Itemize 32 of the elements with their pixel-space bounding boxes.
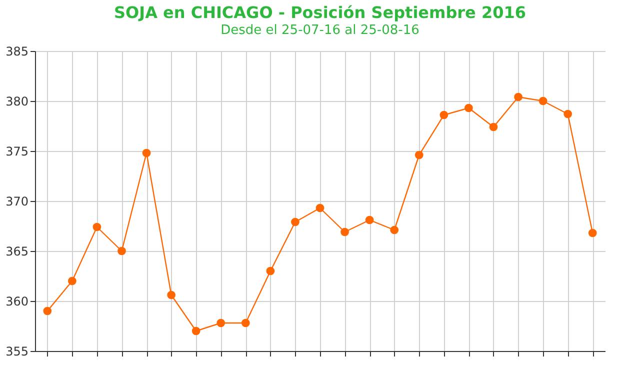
point — [216, 318, 226, 328]
point — [43, 306, 52, 316]
point — [489, 122, 498, 132]
point — [514, 92, 522, 102]
point — [167, 290, 176, 300]
y-tick-label: 370 — [6, 194, 28, 208]
point — [564, 110, 572, 118]
y-tick-label: 385 — [6, 44, 28, 58]
point — [92, 222, 102, 232]
point — [390, 226, 399, 234]
point — [118, 246, 126, 256]
y-tick-label: 365 — [6, 244, 28, 258]
point — [192, 326, 200, 336]
point — [142, 148, 151, 158]
chart-subtitle: Desde el 25-07-16 al 25-08-16 — [220, 23, 420, 38]
y-tick-label: 375 — [6, 144, 28, 158]
point — [464, 104, 473, 112]
point — [440, 110, 448, 120]
point — [291, 218, 300, 226]
point — [316, 204, 324, 212]
y-tick-label: 380 — [6, 94, 28, 108]
point — [588, 228, 597, 238]
point — [414, 150, 424, 160]
point — [241, 318, 250, 328]
point — [340, 228, 349, 236]
point — [68, 276, 76, 286]
point — [365, 216, 374, 224]
y-tick-label: 360 — [6, 294, 28, 308]
point — [266, 266, 275, 276]
chart-title: SOJA en CHICAGO - Posición Septiembre 2016 — [114, 3, 526, 22]
y-tick-label: 355 — [6, 344, 28, 358]
point — [538, 96, 548, 106]
